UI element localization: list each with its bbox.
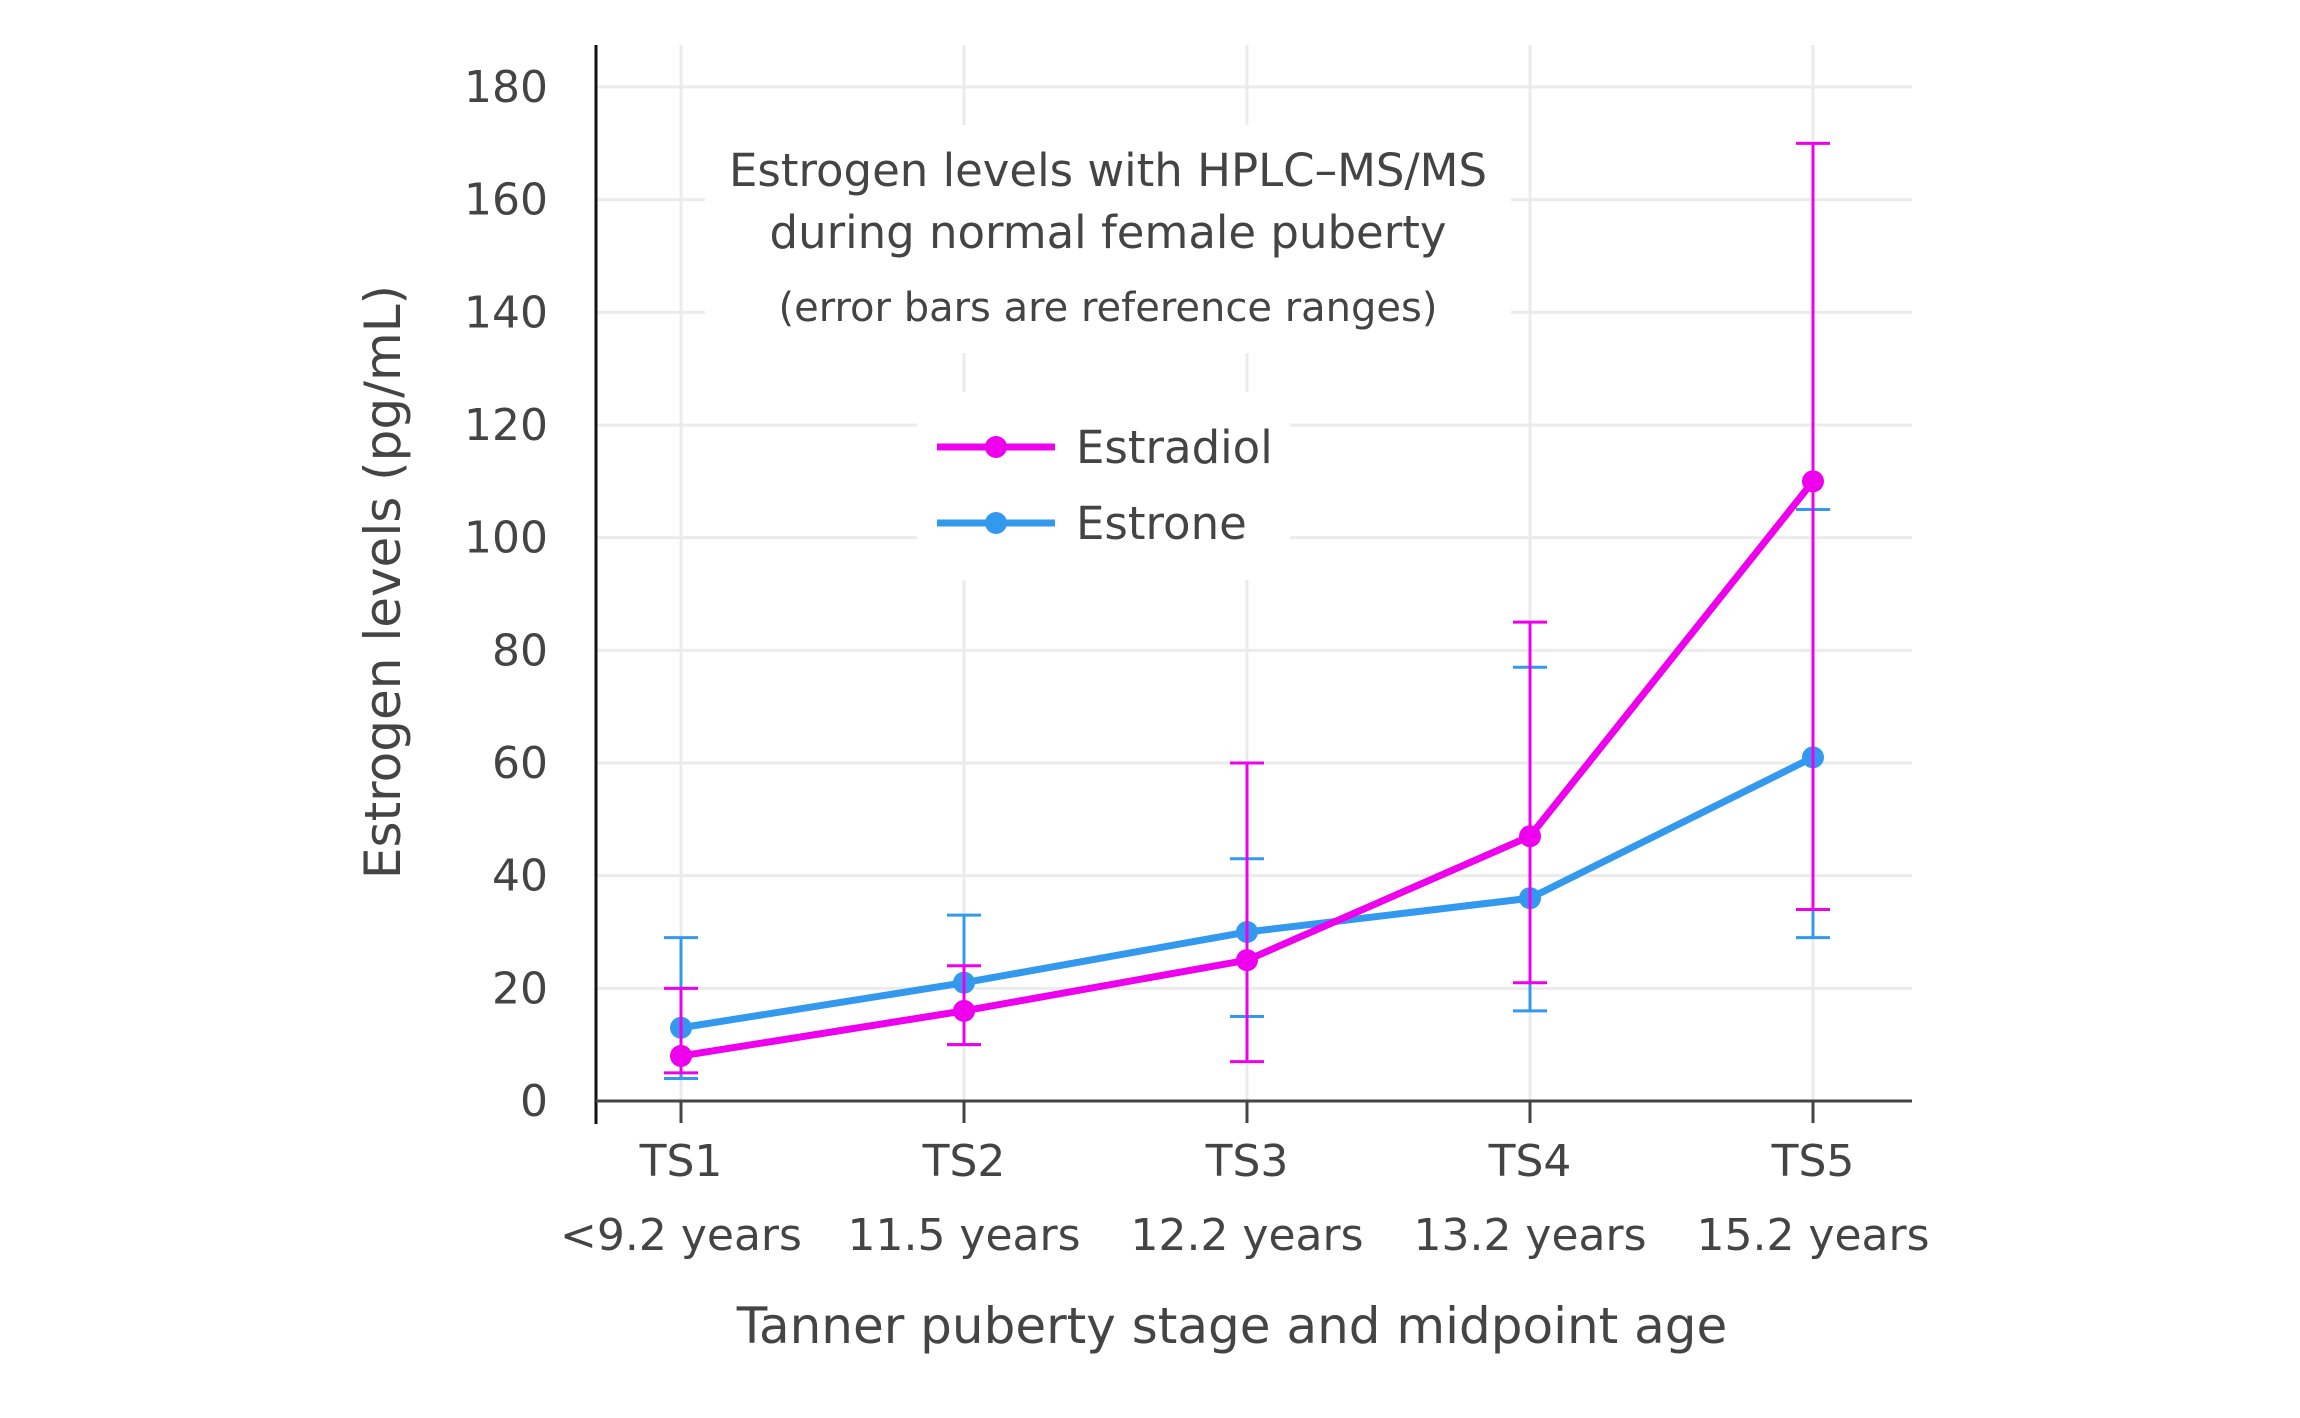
series [664,141,1830,1080]
y-tick-label: 60 [492,738,548,789]
y-tick-label: 100 [464,513,548,564]
y-tick-label: 180 [464,62,548,113]
y-ticks: 0 20 40 60 80 100 120 140 160 180 [464,62,548,1127]
y-tick-label: 80 [492,625,548,676]
x-tick-sublabel: 12.2 years [1130,1210,1363,1261]
title-line-1: Estrogen levels with HPLC–MS/MS [729,144,1487,197]
legend-label: Estradiol [1076,421,1273,474]
x-axis-label: Tanner puberty stage and midpoint age [736,1297,1728,1355]
data-point [1519,825,1541,848]
x-tick-sublabel: 13.2 years [1413,1210,1646,1261]
legend-marker-icon [985,436,1007,458]
x-ticks: TS1 <9.2 years TS2 11.5 years TS3 12.2 years T… [560,1101,1930,1261]
data-point [1802,470,1824,493]
title-line-2: during normal female puberty [770,206,1447,259]
x-tick-label: TS3 [1205,1136,1289,1187]
title-line-3: (error bars are reference ranges) [779,285,1438,331]
data-point [1236,949,1258,972]
y-axis-label: Estrogen levels (pg/mL) [354,285,412,879]
x-tick-sublabel: 15.2 years [1696,1210,1929,1261]
data-point [670,1044,692,1067]
axes [594,45,1912,1124]
data-point [953,999,975,1022]
y-tick-label: 20 [492,963,548,1014]
legend-marker-icon [985,512,1007,534]
x-tick-label: TS2 [922,1136,1006,1187]
y-tick-label: 140 [464,287,548,338]
y-tick-label: 0 [520,1076,548,1127]
legend: Estradiol Estrone [937,421,1273,550]
x-tick-label: TS5 [1771,1136,1855,1187]
legend-item-estradiol[interactable]: Estradiol [937,421,1273,474]
y-tick-label: 120 [464,400,548,451]
legend-item-estrone[interactable]: Estrone [937,497,1247,550]
x-tick-label: TS1 [639,1136,723,1187]
x-tick-sublabel: <9.2 years [560,1210,802,1261]
y-tick-label: 40 [492,851,548,902]
legend-label: Estrone [1076,497,1247,550]
x-tick-label: TS4 [1488,1136,1572,1187]
series-estradiol [664,141,1830,1075]
title-background [705,125,1511,353]
chart-title: Estrogen levels with HPLC–MS/MS during n… [729,144,1487,331]
x-tick-sublabel: 11.5 years [847,1210,1080,1261]
y-tick-label: 160 [464,175,548,226]
legend-background [917,392,1290,580]
